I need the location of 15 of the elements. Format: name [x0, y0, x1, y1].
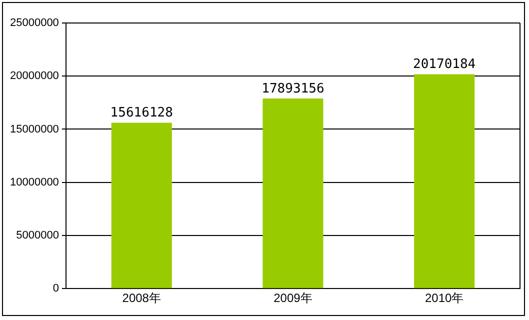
- y-tick-label: 5000000: [16, 230, 59, 242]
- data-label: 17893156: [262, 81, 324, 96]
- x-tick-label: 2010年: [424, 291, 464, 306]
- y-tick-label: 0: [52, 282, 59, 295]
- data-label: 15616128: [110, 106, 173, 121]
- y-tick-label: 20000000: [10, 70, 59, 82]
- x-tick-label: 2008年: [122, 291, 161, 306]
- data-label: 20170184: [413, 57, 476, 72]
- y-tick-label: 15000000: [10, 123, 59, 136]
- x-tick-label: 2009年: [274, 291, 312, 306]
- y-tick-label: 10000000: [10, 176, 59, 188]
- y-tick-label: 25000000: [10, 17, 59, 30]
- bar: [262, 98, 324, 288]
- bar: [414, 74, 475, 288]
- bar: [111, 122, 172, 288]
